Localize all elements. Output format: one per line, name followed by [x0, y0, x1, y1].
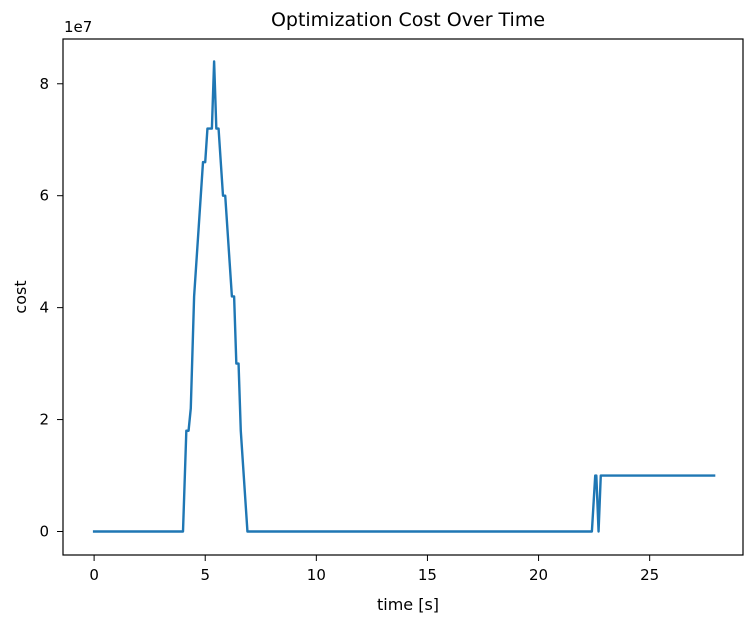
x-tick-label: 25	[640, 566, 659, 584]
x-axis-label: time [s]	[377, 595, 439, 614]
y-tick-label: 2	[39, 411, 49, 429]
chart-title: Optimization Cost Over Time	[271, 9, 545, 31]
y-tick-label: 4	[39, 299, 49, 317]
y-tick-label: 8	[39, 75, 49, 93]
y-axis-label: cost	[11, 280, 30, 313]
x-axis: 0 5 10 15 20 25	[89, 555, 659, 584]
plot-frame	[62, 38, 744, 556]
y-tick-label: 6	[39, 187, 49, 205]
y-offset-label: 1e7	[64, 18, 92, 36]
y-axis: 0 2 4 6 8	[39, 75, 63, 540]
series-line-0	[92, 60, 716, 533]
y-tick-label: 0	[39, 522, 49, 540]
x-tick-label: 10	[307, 566, 326, 584]
x-tick-label: 20	[529, 566, 548, 584]
x-tick-label: 5	[200, 566, 210, 584]
x-tick-label: 0	[89, 566, 99, 584]
x-tick-label: 15	[418, 566, 437, 584]
